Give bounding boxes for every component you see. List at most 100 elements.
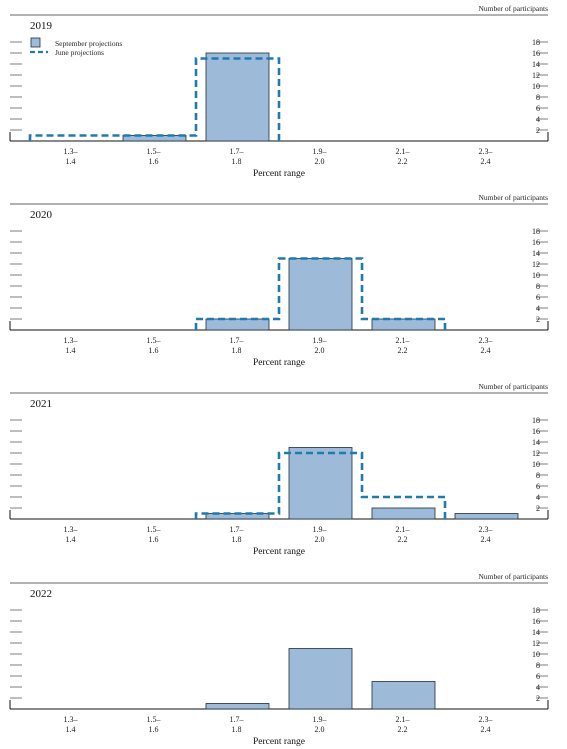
y-tick-label: 18 <box>532 227 540 236</box>
y-tick-label: 14 <box>532 438 540 447</box>
y-tick-label: 18 <box>532 416 540 425</box>
x-axis-title: Percent range <box>253 169 305 179</box>
y-tick-label: 16 <box>532 427 540 436</box>
y-tick-label: 2 <box>536 126 540 135</box>
y-tick-label: 8 <box>536 282 540 291</box>
september-bar <box>288 258 353 331</box>
x-tick-label-top: 1.5– <box>147 715 162 724</box>
legend-bar-swatch <box>30 37 41 48</box>
x-tick-label-top: 2.3– <box>479 525 494 534</box>
y-tick-label: 2 <box>536 315 540 324</box>
x-axis-title: Percent range <box>253 547 305 557</box>
x-tick-label-top: 2.1– <box>396 715 411 724</box>
x-tick-label-bottom: 1.8 <box>232 346 242 355</box>
x-tick-label-bottom: 1.8 <box>232 725 242 734</box>
y-tick-label: 2 <box>536 694 540 703</box>
panel-year-label: 2022 <box>30 588 52 600</box>
september-bar <box>371 318 436 331</box>
x-tick-label-bottom: 1.4 <box>66 535 76 544</box>
x-tick-label-top: 2.1– <box>396 525 411 534</box>
june-projection-line <box>28 57 281 141</box>
y-tick-label: 12 <box>532 449 540 458</box>
y-tick-label: 16 <box>532 617 540 626</box>
y-tick-label: 14 <box>532 628 540 637</box>
x-tick-label-top: 1.3– <box>64 525 79 534</box>
y-tick-label: 16 <box>532 49 540 58</box>
y-tick-label: 4 <box>536 683 540 692</box>
y-tick-label: 18 <box>532 38 540 47</box>
x-tick-label-bottom: 2.2 <box>398 346 408 355</box>
y-tick-label: 14 <box>532 249 540 258</box>
y-tick-label: 12 <box>532 260 540 269</box>
y-tick-label: 12 <box>532 71 540 80</box>
y-axis-title: Number of participants <box>478 193 548 202</box>
x-tick-label-bottom: 1.6 <box>149 157 159 166</box>
x-tick-label-bottom: 2.4 <box>481 157 491 166</box>
x-tick-label-top: 1.7– <box>230 336 245 345</box>
y-axis-title: Number of participants <box>478 572 548 581</box>
panel-year-label: 2021 <box>30 398 52 410</box>
x-tick-label-bottom: 2.4 <box>481 346 491 355</box>
x-tick-label-top: 1.5– <box>147 147 162 156</box>
x-tick-label-top: 1.9– <box>313 336 328 345</box>
y-tick-label: 10 <box>532 271 540 280</box>
x-tick-label-top: 1.5– <box>147 525 162 534</box>
y-tick-label: 10 <box>532 82 540 91</box>
x-tick-label-bottom: 1.4 <box>66 157 76 166</box>
x-tick-label-bottom: 1.6 <box>149 725 159 734</box>
september-bar <box>122 135 187 142</box>
y-tick-label: 6 <box>536 104 540 113</box>
x-tick-label-top: 1.9– <box>313 147 328 156</box>
y-tick-label: 8 <box>536 661 540 670</box>
x-tick-label-bottom: 1.4 <box>66 346 76 355</box>
y-axis-title: Number of participants <box>478 382 548 391</box>
x-tick-label-bottom: 1.8 <box>232 157 242 166</box>
september-bar <box>205 703 270 710</box>
y-tick-label: 10 <box>532 460 540 469</box>
x-tick-label-top: 1.3– <box>64 715 79 724</box>
x-tick-label-top: 2.3– <box>479 336 494 345</box>
september-bar <box>288 447 353 520</box>
x-tick-label-top: 1.3– <box>64 336 79 345</box>
legend-june-label: June projections <box>55 48 104 57</box>
x-tick-label-top: 2.1– <box>396 336 411 345</box>
legend-september-label: September projections <box>55 39 122 48</box>
september-bar <box>205 52 270 142</box>
x-tick-label-bottom: 2.0 <box>315 157 325 166</box>
y-tick-label: 14 <box>532 60 540 69</box>
y-tick-label: 8 <box>536 471 540 480</box>
x-tick-label-bottom: 2.0 <box>315 725 325 734</box>
y-tick-label: 6 <box>536 672 540 681</box>
x-tick-label-bottom: 2.2 <box>398 535 408 544</box>
x-tick-label-top: 1.7– <box>230 147 245 156</box>
y-tick-label: 2 <box>536 504 540 513</box>
september-bar <box>371 681 436 710</box>
y-tick-label: 16 <box>532 238 540 247</box>
x-tick-label-top: 1.9– <box>313 525 328 534</box>
y-tick-label: 12 <box>532 639 540 648</box>
x-tick-label-bottom: 1.4 <box>66 725 76 734</box>
x-tick-label-top: 2.3– <box>479 715 494 724</box>
y-tick-label: 4 <box>536 493 540 502</box>
september-bar <box>371 507 436 520</box>
panel-year-label: 2020 <box>30 209 53 221</box>
x-tick-label-top: 1.7– <box>230 715 245 724</box>
x-tick-label-bottom: 2.0 <box>315 346 325 355</box>
y-tick-label: 4 <box>536 304 540 313</box>
x-tick-label-top: 2.1– <box>396 147 411 156</box>
y-tick-label: 10 <box>532 650 540 659</box>
x-tick-label-bottom: 2.2 <box>398 157 408 166</box>
x-axis-title: Percent range <box>253 358 305 368</box>
june-projection-line <box>194 257 447 330</box>
x-tick-label-bottom: 2.0 <box>315 535 325 544</box>
x-tick-label-bottom: 1.6 <box>149 535 159 544</box>
x-tick-label-bottom: 1.6 <box>149 346 159 355</box>
x-tick-label-bottom: 2.4 <box>481 725 491 734</box>
x-tick-label-bottom: 2.4 <box>481 535 491 544</box>
x-tick-label-bottom: 2.2 <box>398 725 408 734</box>
y-axis-title: Number of participants <box>478 4 548 13</box>
x-axis-title: Percent range <box>253 737 305 747</box>
x-tick-label-top: 1.5– <box>147 336 162 345</box>
